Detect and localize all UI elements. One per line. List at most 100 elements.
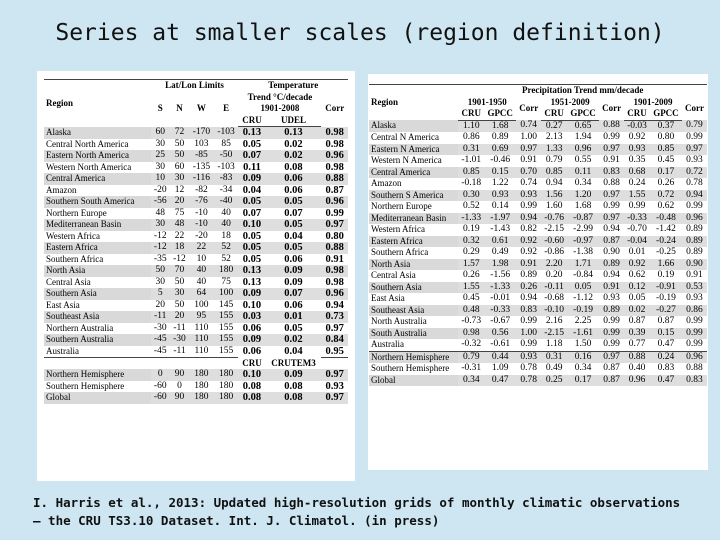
table-row: South Australia 0.98 0.56 1.00 -2.15 -1.61 0.9… xyxy=(369,327,707,339)
value-cell: 0.99 xyxy=(325,207,344,219)
value-cell: 40 xyxy=(189,265,214,277)
value-cell: -0.01 xyxy=(490,293,511,303)
cru-header: CRU xyxy=(238,114,266,127)
value-cell: 25 xyxy=(150,150,170,162)
value-cell: 0.94 xyxy=(681,189,707,201)
value-cell: 0.78 xyxy=(686,178,703,188)
region-cell: North Asia xyxy=(44,265,151,277)
value-cell: 0.99 xyxy=(520,339,538,349)
table-row: Eastern Africa 0.32 0.61 0.92 -0.60 -0.97 0.87… xyxy=(369,235,707,247)
value-cell: 0.91 xyxy=(599,281,625,293)
table-row: Southern Africa 0.29 0.49 0.92 -0.86 -1.38 0.9… xyxy=(369,247,707,259)
value-cell: -1.42 xyxy=(656,224,676,234)
value-cell: 1.68 xyxy=(484,120,517,132)
value-cell: 30 xyxy=(150,219,170,231)
value-cell: 50 xyxy=(174,299,185,310)
value-cell: 0.92 xyxy=(520,247,538,257)
value-cell: 48 xyxy=(155,207,166,218)
value-cell: 22 xyxy=(189,242,214,254)
value-cell: -103 xyxy=(213,126,239,139)
value-cell: 30 xyxy=(169,288,190,300)
value-cell: 75 xyxy=(174,207,185,218)
value-cell: -20 xyxy=(153,184,167,195)
value-cell: 0.06 xyxy=(284,184,303,196)
cru1-header: CRU xyxy=(458,108,485,121)
value-cell: 0.17 xyxy=(649,166,682,178)
value-cell: -0.61 xyxy=(490,339,511,349)
value-cell: 0.35 xyxy=(628,155,646,165)
value-cell: 1.55 xyxy=(458,281,485,293)
table-row: Global -60 90 180 180 0.08 0.08 0.97 xyxy=(44,392,348,404)
value-cell: -0.03 xyxy=(624,120,650,132)
region-cell: Southern S America xyxy=(369,189,459,201)
value-cell: 180 xyxy=(218,380,234,391)
value-cell: 0.90 xyxy=(681,258,707,270)
value-cell: -0.84 xyxy=(573,270,593,280)
value-cell: 155 xyxy=(218,345,234,356)
value-cell: 0.62 xyxy=(628,270,646,280)
region-cell: Southeast Asia xyxy=(44,311,151,323)
value-cell: 0.45 xyxy=(657,155,675,165)
value-cell: 0.84 xyxy=(321,334,348,346)
value-cell: 20 xyxy=(169,196,190,208)
value-cell: 0.72 xyxy=(681,166,707,178)
value-cell: 60 xyxy=(150,126,170,139)
value-cell: 0.40 xyxy=(628,363,646,373)
table-row: Northern Europe 0.52 0.14 0.99 1.60 1.68 0.99 0… xyxy=(369,201,707,213)
value-cell: 2.25 xyxy=(574,316,592,326)
value-cell: 0.56 xyxy=(484,327,517,339)
value-cell: -35 xyxy=(153,253,167,264)
value-cell: -0.68 xyxy=(544,293,565,303)
cru3-header: CRU xyxy=(624,108,650,121)
value-cell: 0.99 xyxy=(686,339,703,349)
table-row: Southeast Asia 0.48 -0.33 0.83 -0.10 -0.19 0.8… xyxy=(369,304,707,316)
region-cell: Amazon xyxy=(46,184,77,195)
value-cell: 0.26 xyxy=(657,178,675,188)
cru2-header: CRU xyxy=(541,108,568,121)
value-cell: 0.05 xyxy=(265,219,322,231)
value-cell: 0.89 xyxy=(686,224,703,234)
value-cell: -34 xyxy=(219,184,233,195)
value-cell: 0.02 xyxy=(265,334,322,346)
value-cell: 110 xyxy=(194,322,209,333)
value-cell: 0.96 xyxy=(681,212,707,224)
value-cell: 0.96 xyxy=(321,196,348,208)
value-cell: 0.98 xyxy=(325,161,344,173)
value-cell: 0.53 xyxy=(681,281,707,293)
value-cell: 0.74 xyxy=(520,178,538,188)
value-cell: 0.02 xyxy=(284,138,303,150)
region-cell: Central Asia xyxy=(46,276,91,287)
value-cell: -11 xyxy=(150,311,170,323)
value-cell: 0.94 xyxy=(520,293,538,303)
value-cell: 0.47 xyxy=(649,374,682,386)
value-cell: 0.87 xyxy=(599,374,625,386)
value-cell: 0.13 xyxy=(238,265,266,277)
corr-header: Corr xyxy=(325,103,345,114)
region-header-right: Region xyxy=(369,84,459,120)
value-cell: 0.08 xyxy=(284,380,303,392)
value-cell: 100 xyxy=(213,288,239,300)
value-cell: 0.98 xyxy=(458,327,485,339)
value-cell: 0.05 xyxy=(242,253,262,265)
value-cell: 0.70 xyxy=(516,166,542,178)
value-cell: -0.60 xyxy=(541,235,568,247)
value-cell: 0.83 xyxy=(681,374,707,386)
value-cell: 0.06 xyxy=(284,299,303,311)
value-cell: 0.93 xyxy=(484,189,517,201)
value-cell: 0.97 xyxy=(321,392,348,404)
value-cell: 10 xyxy=(150,173,170,185)
value-cell: -0.31 xyxy=(461,363,482,373)
table-row: Northern Hemisphere 0 90 180 180 0.10 0.09 0.97 xyxy=(44,369,348,381)
table-row: Australia -0.32 -0.61 0.99 1.18 1.50 0.99 0.77 0… xyxy=(369,339,707,351)
value-cell: 0.05 xyxy=(238,196,266,208)
value-cell: 64 xyxy=(189,288,214,300)
value-cell: 50 xyxy=(174,276,185,287)
table-row: Southern Asia 5 30 64 100 0.09 0.07 0.96 xyxy=(44,288,348,300)
value-cell: -0.46 xyxy=(490,155,511,165)
region-cell: Southeast Asia xyxy=(369,304,459,316)
trend-period: 1901-2008 xyxy=(260,103,300,113)
value-cell: 0.08 xyxy=(265,392,322,404)
value-cell: 1.18 xyxy=(545,339,563,349)
value-cell: -40 xyxy=(213,196,239,208)
temperature-table-panel: Region Lat/Lon Limits Temperature S N W … xyxy=(37,71,355,481)
